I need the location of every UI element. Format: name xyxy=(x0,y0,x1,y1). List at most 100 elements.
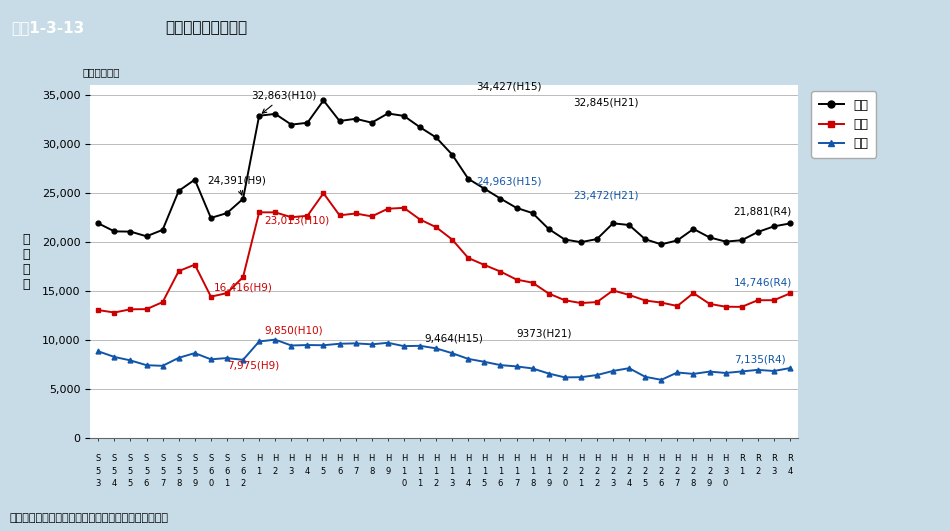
Text: 自殺者数の年次推移: 自殺者数の年次推移 xyxy=(165,20,247,36)
Text: 1: 1 xyxy=(546,467,551,476)
Text: 4: 4 xyxy=(466,479,471,489)
Text: 図表1-3-13: 図表1-3-13 xyxy=(11,20,85,36)
Text: 1: 1 xyxy=(466,467,471,476)
Text: S: S xyxy=(128,454,133,463)
Text: 2: 2 xyxy=(658,467,664,476)
Text: 21,881(R4): 21,881(R4) xyxy=(733,207,792,217)
Text: 5: 5 xyxy=(321,467,326,476)
Text: H: H xyxy=(691,454,696,463)
Text: 2: 2 xyxy=(707,467,712,476)
Text: 1: 1 xyxy=(579,479,583,489)
Text: 3: 3 xyxy=(449,479,455,489)
Text: 資料：警察庁自殺統計原票データより厚生労働省作成: 資料：警察庁自殺統計原票データより厚生労働省作成 xyxy=(10,513,168,524)
Text: 0: 0 xyxy=(208,479,214,489)
Text: 32,863(H10): 32,863(H10) xyxy=(251,91,316,113)
Text: S: S xyxy=(224,454,230,463)
Text: 6: 6 xyxy=(143,479,149,489)
Text: 8: 8 xyxy=(530,479,535,489)
Text: 9: 9 xyxy=(707,479,712,489)
Text: R: R xyxy=(771,454,777,463)
Text: 3: 3 xyxy=(723,467,729,476)
Text: 5: 5 xyxy=(482,479,487,489)
Text: 9,850(H10): 9,850(H10) xyxy=(264,325,323,335)
Text: 2: 2 xyxy=(579,467,583,476)
Text: 2: 2 xyxy=(691,467,696,476)
Text: H: H xyxy=(401,454,408,463)
Text: 4: 4 xyxy=(626,479,632,489)
Text: 7: 7 xyxy=(160,479,165,489)
Text: H: H xyxy=(449,454,455,463)
Text: 1: 1 xyxy=(498,467,504,476)
Text: 2: 2 xyxy=(755,467,760,476)
Text: 16,416(H9): 16,416(H9) xyxy=(214,283,273,293)
Text: S: S xyxy=(240,454,246,463)
Text: 6: 6 xyxy=(208,467,214,476)
Text: H: H xyxy=(578,454,584,463)
Text: 5: 5 xyxy=(160,467,165,476)
Text: 1: 1 xyxy=(739,467,745,476)
Text: S: S xyxy=(176,454,181,463)
Text: 5: 5 xyxy=(128,467,133,476)
Text: H: H xyxy=(626,454,633,463)
Text: 1: 1 xyxy=(417,479,423,489)
Text: 1: 1 xyxy=(433,467,439,476)
Text: 1: 1 xyxy=(401,467,407,476)
Legend: 総数, 男性, 女性: 総数, 男性, 女性 xyxy=(811,91,876,158)
Text: S: S xyxy=(143,454,149,463)
Text: 6: 6 xyxy=(337,467,342,476)
Text: 9: 9 xyxy=(192,479,198,489)
Text: H: H xyxy=(417,454,423,463)
Text: 34,427(H15): 34,427(H15) xyxy=(476,82,542,92)
Text: 4: 4 xyxy=(305,467,310,476)
Text: 4: 4 xyxy=(788,467,792,476)
Text: 9373(H21): 9373(H21) xyxy=(517,328,572,338)
Text: H: H xyxy=(529,454,536,463)
Text: H: H xyxy=(288,454,294,463)
Text: 8: 8 xyxy=(691,479,696,489)
Text: S: S xyxy=(160,454,165,463)
Text: 2: 2 xyxy=(562,467,567,476)
Text: H: H xyxy=(256,454,262,463)
Text: 6: 6 xyxy=(498,479,504,489)
Text: S: S xyxy=(192,454,198,463)
Text: 1: 1 xyxy=(449,467,455,476)
Text: 1: 1 xyxy=(482,467,487,476)
Text: 8: 8 xyxy=(369,467,374,476)
Text: 0: 0 xyxy=(562,479,567,489)
Text: S: S xyxy=(112,454,117,463)
Text: 2: 2 xyxy=(674,467,680,476)
Text: 1: 1 xyxy=(514,467,519,476)
Text: 1: 1 xyxy=(417,467,423,476)
Text: 4: 4 xyxy=(112,479,117,489)
Text: H: H xyxy=(513,454,520,463)
Text: 9: 9 xyxy=(546,479,551,489)
Text: 7,135(R4): 7,135(R4) xyxy=(733,355,786,364)
Text: 2: 2 xyxy=(626,467,632,476)
Text: H: H xyxy=(722,454,729,463)
Text: H: H xyxy=(658,454,664,463)
Text: 0: 0 xyxy=(401,479,407,489)
Text: 5: 5 xyxy=(176,467,181,476)
Text: 5: 5 xyxy=(143,467,149,476)
Text: 6: 6 xyxy=(658,479,664,489)
Text: S: S xyxy=(96,454,101,463)
Text: 8: 8 xyxy=(176,479,181,489)
Text: 2: 2 xyxy=(611,467,616,476)
Text: H: H xyxy=(497,454,504,463)
Text: 3: 3 xyxy=(96,479,101,489)
Text: H: H xyxy=(369,454,375,463)
Text: （単位：人）: （単位：人） xyxy=(83,67,120,77)
Text: 5: 5 xyxy=(112,467,117,476)
Text: 自
殺
者
数: 自 殺 者 数 xyxy=(22,233,29,290)
Text: 3: 3 xyxy=(610,479,616,489)
Text: 2: 2 xyxy=(595,467,599,476)
Text: 3: 3 xyxy=(771,467,776,476)
Text: S: S xyxy=(208,454,214,463)
Text: 32,845(H21): 32,845(H21) xyxy=(573,98,638,107)
Text: R: R xyxy=(755,454,761,463)
Text: 2: 2 xyxy=(595,479,599,489)
Text: 7,975(H9): 7,975(H9) xyxy=(227,361,279,371)
Text: H: H xyxy=(561,454,568,463)
Text: 2: 2 xyxy=(642,467,648,476)
Text: H: H xyxy=(272,454,278,463)
